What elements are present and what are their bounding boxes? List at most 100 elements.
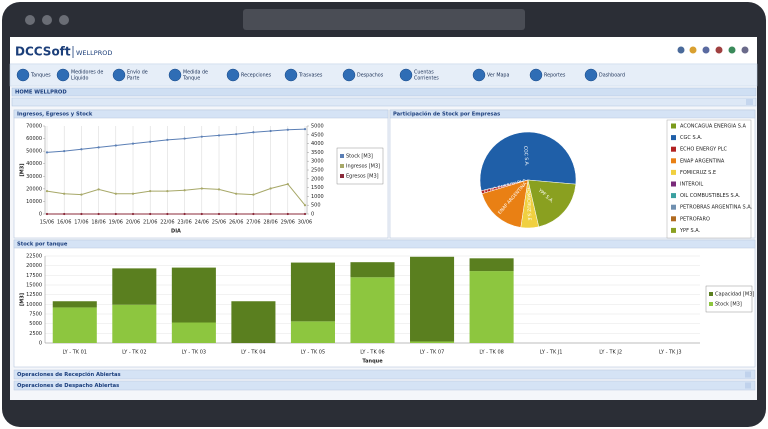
point	[63, 150, 66, 153]
nav-icon[interactable]	[584, 68, 598, 82]
legend-label: Stock [M3]	[346, 154, 373, 160]
x-tick-label: 17/06	[74, 220, 88, 226]
nav-label[interactable]: Parte	[127, 76, 139, 82]
point	[286, 212, 289, 216]
bar-segment	[290, 321, 335, 343]
legend-label: YPF S.A.	[679, 228, 701, 234]
point	[45, 212, 49, 216]
point	[217, 212, 221, 216]
section-bar[interactable]	[13, 369, 756, 380]
y-tick-label: 5000	[29, 321, 42, 327]
x-tick-label: 16/06	[57, 220, 71, 226]
section-bar[interactable]	[13, 380, 756, 391]
point	[217, 134, 221, 137]
nav-icon[interactable]	[472, 68, 486, 82]
point	[80, 193, 83, 196]
pie-slice	[527, 179, 577, 228]
panel	[13, 109, 389, 239]
point	[97, 146, 100, 149]
series-line	[46, 183, 306, 206]
x-tick-label: 29/06	[281, 220, 295, 226]
icon[interactable]	[728, 46, 736, 54]
nav-label[interactable]: Líquido	[71, 75, 88, 82]
nav-icon[interactable]	[112, 68, 126, 82]
product-name: WELLPROD	[76, 49, 112, 57]
point	[63, 212, 66, 216]
point	[235, 212, 238, 216]
nav-bar	[9, 63, 758, 87]
y2-tick-label: 5000	[311, 124, 324, 130]
bar-segment	[171, 267, 216, 323]
icon[interactable]	[702, 46, 710, 54]
nav-icon[interactable]	[16, 68, 30, 82]
icon[interactable]	[689, 46, 697, 54]
x-tick-label: LY - TK J2	[599, 350, 622, 356]
y-tick-label: 7500	[29, 312, 42, 318]
panel-header	[13, 239, 756, 249]
point	[80, 212, 83, 216]
nav-label[interactable]: Corrientes	[414, 76, 439, 82]
y-tick-label: 20000	[26, 263, 42, 269]
icon[interactable]	[677, 46, 685, 54]
bar-segment	[112, 268, 157, 305]
legend-label: CGC S.A.	[680, 135, 703, 141]
nav-icon[interactable]	[168, 68, 182, 82]
icon[interactable]	[715, 46, 723, 54]
window-dot[interactable]	[25, 15, 35, 25]
y2-tick-label: 4500	[311, 132, 324, 138]
nav-icon[interactable]	[284, 68, 298, 82]
x-tick-label: LY - TK 06	[360, 350, 384, 356]
x-tick-label: LY - TK 02	[122, 350, 146, 356]
nav-label[interactable]: Envío de	[127, 69, 148, 76]
nav-label[interactable]: Despachos	[357, 73, 384, 79]
y2-tick-label: 500	[311, 203, 321, 209]
window-dot[interactable]	[42, 15, 52, 25]
legend-label: OIL COMBUSTIBLES S.A.	[680, 193, 741, 199]
breadcrumb-bar	[11, 87, 757, 97]
bar-segment	[52, 307, 97, 343]
bar-segment	[52, 301, 97, 308]
nav-label[interactable]: Cuentas	[414, 70, 434, 76]
section-title[interactable]: Operaciones de Despacho Abiertas	[17, 383, 119, 389]
nav-label[interactable]: Tanques	[30, 73, 51, 79]
nav-icon[interactable]	[529, 68, 543, 82]
y2-tick-label: 3500	[311, 150, 324, 156]
nav-label[interactable]: Medidores de	[71, 70, 103, 76]
nav-label[interactable]: Dashboard	[599, 73, 625, 79]
nav-icon[interactable]	[56, 68, 70, 82]
legend-swatch	[340, 154, 344, 158]
point	[200, 212, 203, 216]
nav-label[interactable]: Recepciones	[241, 73, 272, 79]
point	[303, 204, 307, 207]
x-tick-label: 25/06	[212, 220, 226, 226]
point	[252, 212, 255, 216]
bar-segment	[231, 301, 276, 343]
nav-label[interactable]: Reportes	[544, 73, 566, 79]
expand-button[interactable]	[745, 382, 751, 389]
panel-title: Participación de Stock por Empresas	[393, 111, 500, 118]
nav-icon[interactable]	[399, 68, 413, 82]
nav-label[interactable]: Tanque	[182, 76, 200, 82]
legend-swatch	[671, 204, 676, 210]
collapse-button[interactable]	[746, 99, 753, 105]
point	[80, 148, 83, 151]
section-title[interactable]: Operaciones de Recepción Abiertas	[17, 371, 121, 378]
nav-label[interactable]: Ver Mapa	[487, 73, 509, 79]
expand-button[interactable]	[745, 371, 751, 378]
point	[166, 212, 169, 216]
x-tick-label: 28/06	[263, 220, 277, 226]
nav-label[interactable]: Medida de	[183, 70, 208, 76]
address-bar[interactable]	[243, 9, 525, 30]
nav-label[interactable]: Trasvases	[298, 73, 323, 79]
nav-icon[interactable]	[342, 68, 356, 82]
legend-swatch	[671, 169, 676, 175]
icon[interactable]	[741, 46, 749, 54]
x-tick-label: 24/06	[195, 220, 209, 226]
bar-segment	[469, 271, 514, 343]
window-dot[interactable]	[59, 15, 69, 25]
point	[114, 212, 117, 216]
legend-swatch	[340, 174, 344, 178]
nav-icon[interactable]	[226, 68, 240, 82]
bar-segment	[350, 277, 395, 343]
